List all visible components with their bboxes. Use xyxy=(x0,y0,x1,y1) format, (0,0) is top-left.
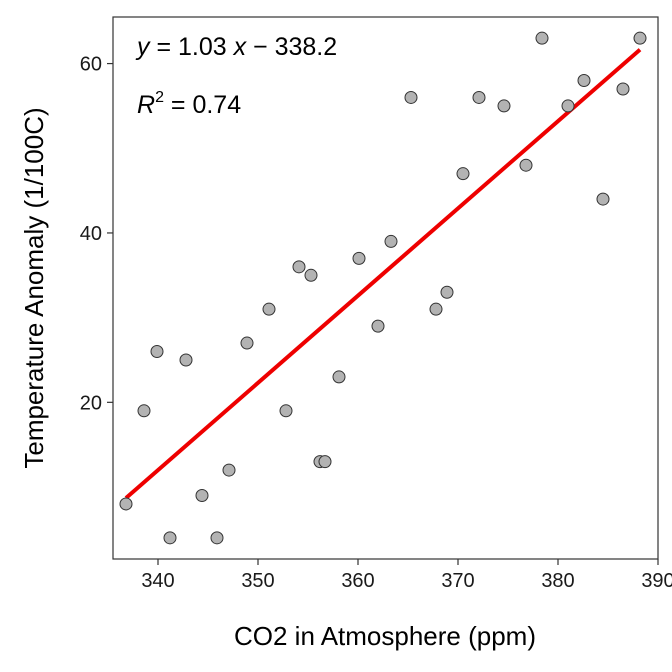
x-tick-label: 340 xyxy=(141,570,174,592)
points-layer xyxy=(119,31,647,545)
data-point xyxy=(577,74,591,88)
data-point xyxy=(332,370,346,384)
y-axis-title: Temperature Anomaly (1/100C) xyxy=(19,107,49,468)
data-point xyxy=(472,90,486,104)
data-point xyxy=(150,345,164,359)
data-point xyxy=(179,353,193,367)
data-point xyxy=(210,531,224,545)
data-point xyxy=(456,167,470,181)
x-tick-label: 380 xyxy=(541,570,574,592)
regression-line-layer xyxy=(124,48,642,500)
data-point xyxy=(352,251,366,265)
x-axis: 340 350 360 370 380 390 xyxy=(141,559,672,592)
data-point xyxy=(119,497,133,511)
data-point xyxy=(519,158,533,172)
x-axis-title: CO2 in Atmosphere (ppm) xyxy=(234,621,536,651)
data-point xyxy=(292,260,306,274)
data-point xyxy=(222,463,236,477)
data-point xyxy=(633,31,647,45)
x-tick-label: 350 xyxy=(241,570,274,592)
data-point xyxy=(535,31,549,45)
data-point xyxy=(371,319,385,333)
r-squared-annotation: R2 = 0.74 xyxy=(137,89,241,119)
data-point xyxy=(195,488,209,502)
y-tick-label: 60 xyxy=(80,54,102,76)
data-point xyxy=(163,531,177,545)
data-point xyxy=(304,268,318,282)
data-point xyxy=(279,404,293,418)
data-point xyxy=(262,302,276,316)
data-point xyxy=(616,82,630,96)
y-tick-label: 20 xyxy=(80,392,102,414)
equation-annotation: y = 1.03 x − 338.2 xyxy=(135,33,337,61)
data-point xyxy=(429,302,443,316)
data-point xyxy=(497,99,511,113)
y-tick-label: 40 xyxy=(80,223,102,245)
data-point xyxy=(384,234,398,248)
regression-line xyxy=(124,48,642,500)
data-point xyxy=(318,455,332,469)
x-tick-label: 390 xyxy=(641,570,672,592)
data-point xyxy=(240,336,254,350)
data-point xyxy=(404,90,418,104)
data-point xyxy=(440,285,454,299)
data-point xyxy=(596,192,610,206)
data-point xyxy=(137,404,151,418)
x-tick-label: 370 xyxy=(441,570,474,592)
data-point xyxy=(561,99,575,113)
y-axis: 20 40 60 xyxy=(80,54,113,414)
x-tick-label: 360 xyxy=(341,570,374,592)
